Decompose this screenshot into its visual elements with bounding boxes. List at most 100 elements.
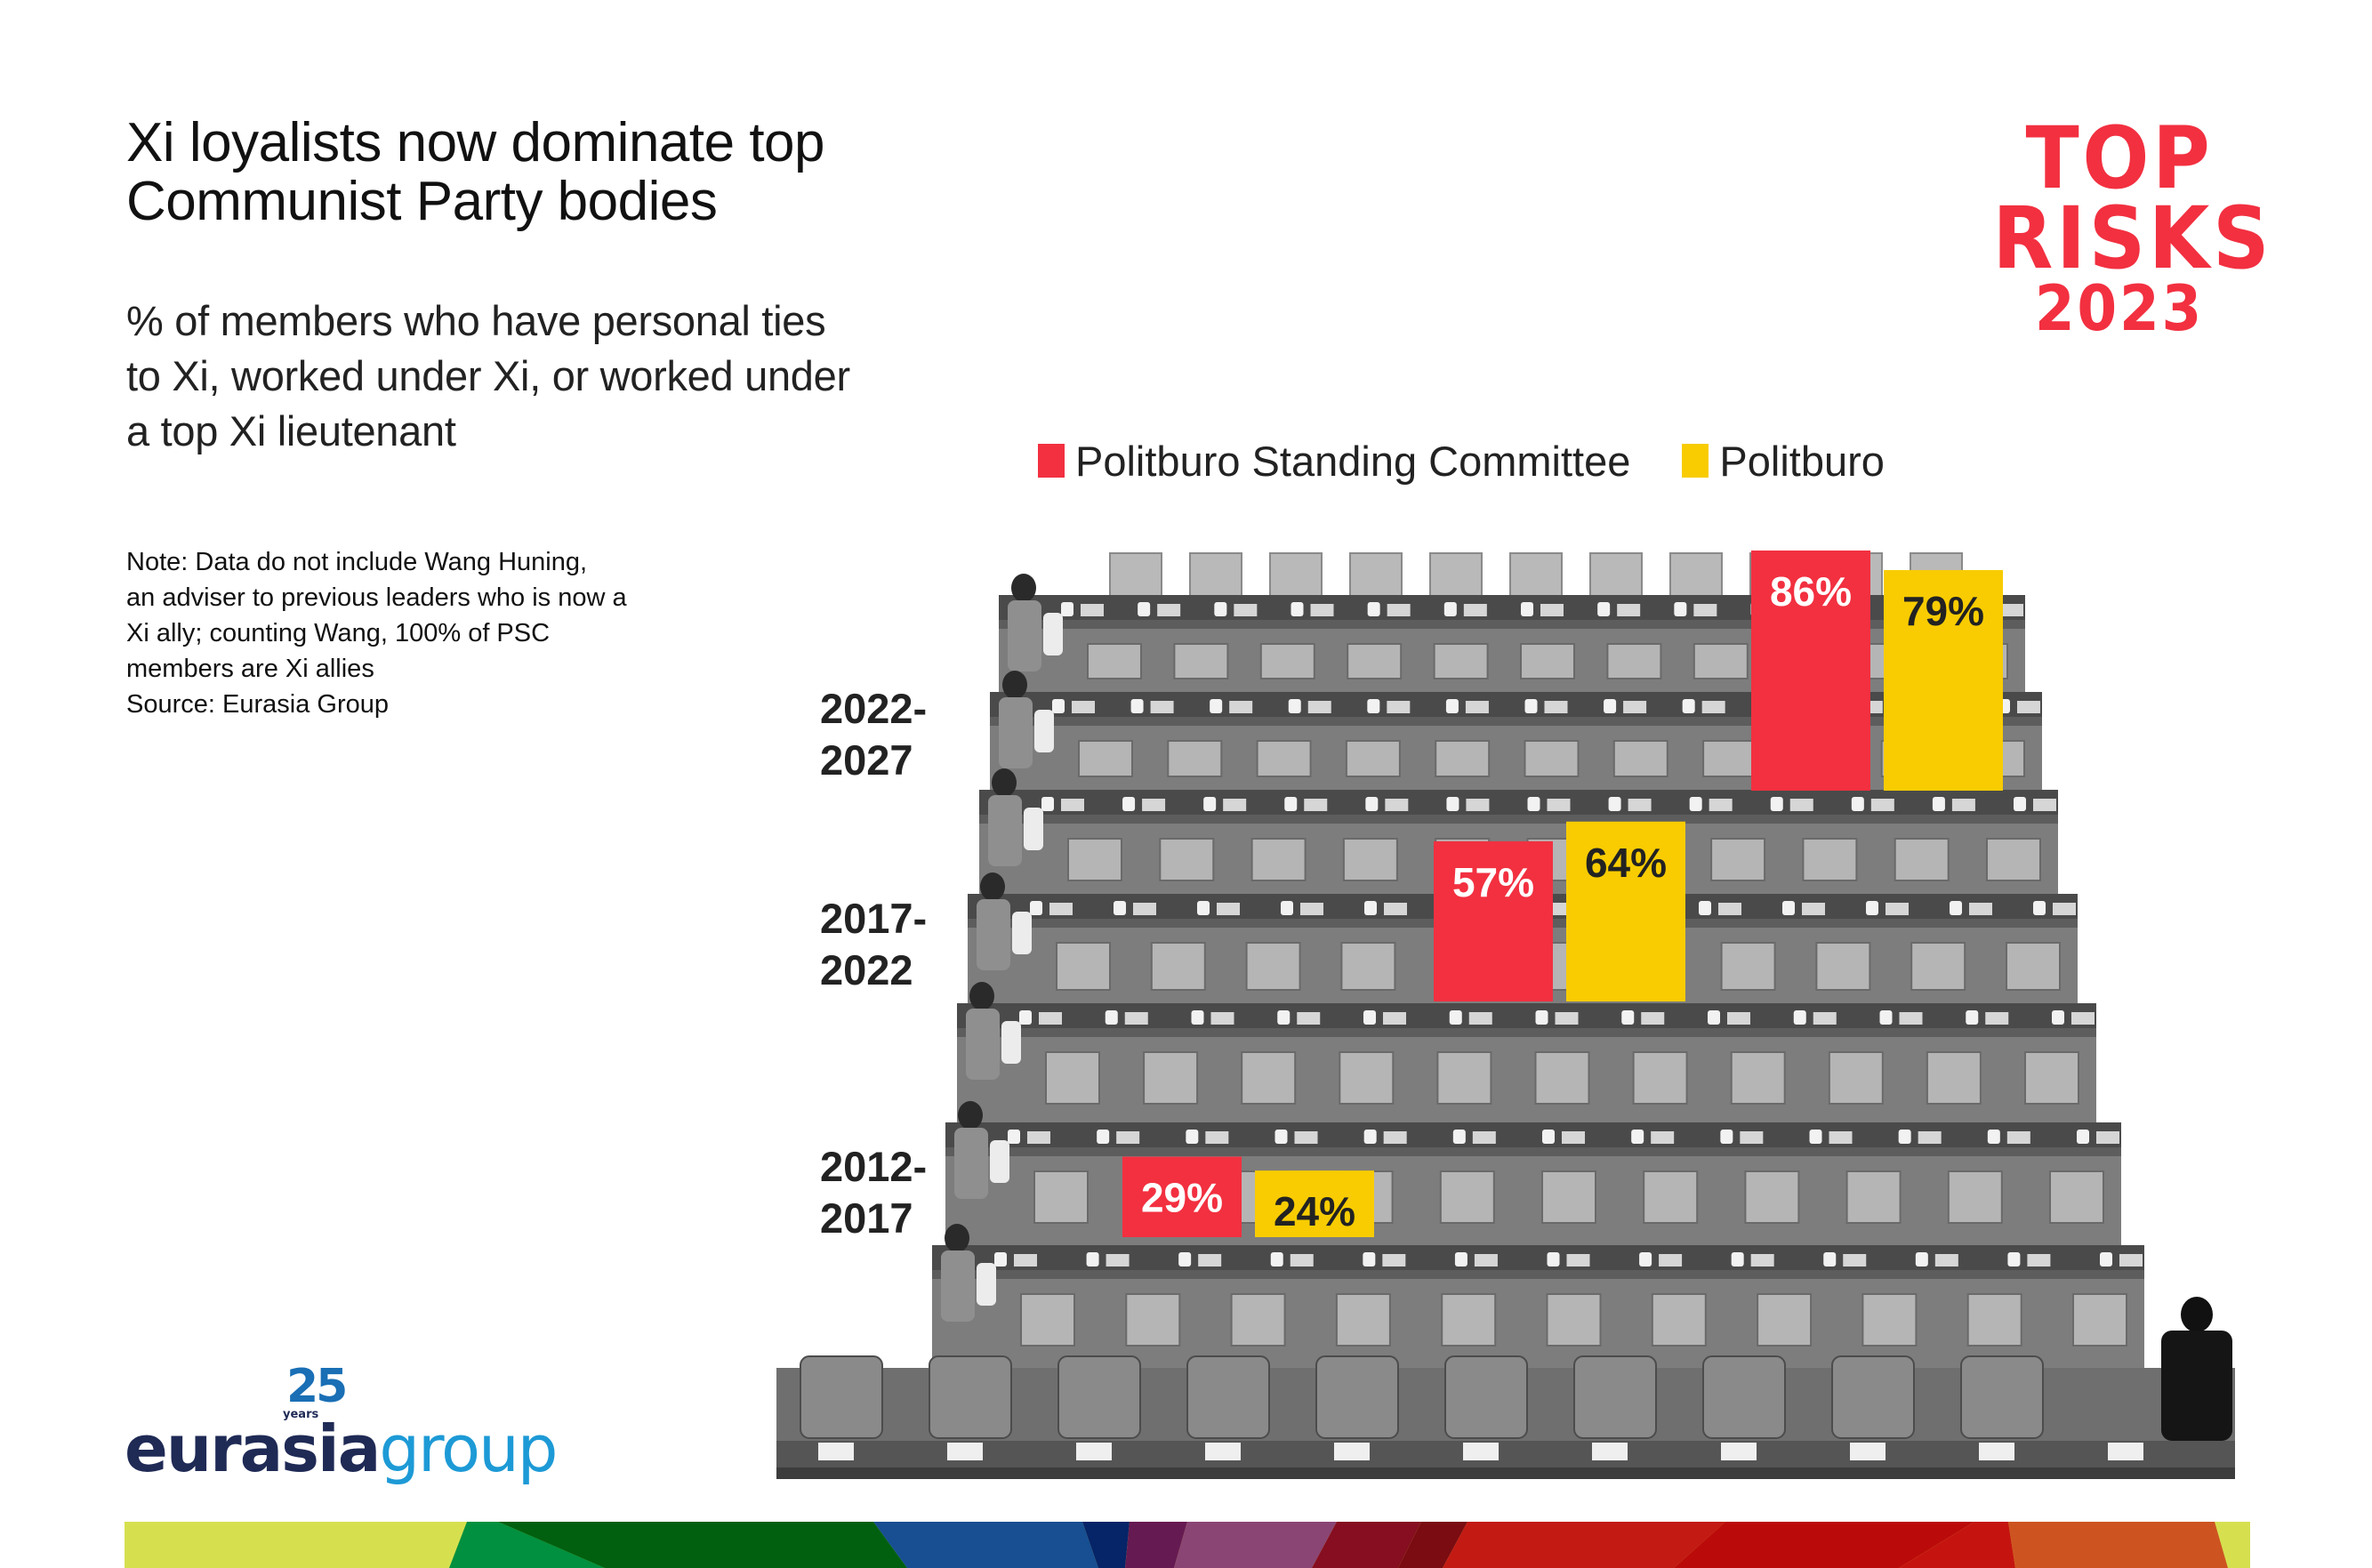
teacup xyxy=(1041,797,1054,811)
paper-sheet xyxy=(1850,1443,1886,1460)
attendant-figure-body xyxy=(999,697,1033,768)
auditorium-chair xyxy=(1589,552,1643,597)
auditorium-chair xyxy=(1966,1293,2022,1347)
name-card xyxy=(1789,799,1813,811)
name-card xyxy=(1985,1012,2009,1025)
name-card xyxy=(1617,604,1641,616)
auditorium-chair xyxy=(1757,1293,1813,1347)
auditorium-chair xyxy=(1143,1051,1199,1105)
subtitle-line: to Xi, worked under Xi, or worked under xyxy=(126,352,850,399)
name-card xyxy=(1387,604,1411,616)
name-card xyxy=(1142,799,1166,811)
auditorium-chair xyxy=(1910,942,1966,991)
paper-sheet xyxy=(1979,1443,2014,1460)
teacup xyxy=(1851,797,1864,811)
name-card xyxy=(1116,1131,1140,1144)
teacup xyxy=(1932,797,1945,811)
name-card xyxy=(2006,1131,2030,1144)
auditorium-chair xyxy=(1643,1170,1699,1224)
name-card xyxy=(1472,1131,1496,1144)
note-line: members are Xi allies xyxy=(126,655,374,683)
auditorium-chair xyxy=(1087,643,1142,679)
auditorium-chair xyxy=(1541,1170,1596,1224)
teacup xyxy=(1621,1010,1635,1025)
teacup xyxy=(1008,1130,1020,1144)
name-card xyxy=(1157,604,1181,616)
auditorium-chair xyxy=(1269,552,1323,597)
auditorium-chair xyxy=(1349,552,1403,597)
name-card xyxy=(2119,1254,2143,1266)
teacup xyxy=(1782,901,1795,915)
name-card xyxy=(1886,903,1909,915)
data-label-politburo-2022-2027: 79% xyxy=(1902,588,1984,634)
name-card xyxy=(1384,903,1407,915)
auditorium-chair xyxy=(1020,1293,1075,1347)
category-label-line: 2022 xyxy=(820,946,913,993)
attendant-figure-body xyxy=(1008,600,1041,671)
name-card xyxy=(1727,1012,1750,1025)
teacup xyxy=(1631,1130,1644,1144)
thermos-flask xyxy=(990,1140,1009,1183)
auditorium-chair xyxy=(1612,740,1668,777)
teacup xyxy=(1284,797,1298,811)
auditorium-chair xyxy=(1241,1051,1297,1105)
name-card xyxy=(1310,604,1334,616)
auditorium-desk-lip xyxy=(999,620,2025,629)
auditorium-chair xyxy=(1520,643,1575,679)
bar-politburo-2022-2027 xyxy=(1884,569,2003,791)
auditorium-chair xyxy=(1256,740,1312,777)
teacup xyxy=(1604,699,1617,713)
name-card xyxy=(1547,799,1571,811)
teacup xyxy=(1178,1252,1192,1266)
name-card xyxy=(1210,1012,1234,1025)
attendant-figure-body xyxy=(954,1128,988,1199)
attendant-figure-head xyxy=(980,872,1005,901)
teacup xyxy=(1197,901,1210,915)
teacup xyxy=(1521,602,1533,616)
teacup xyxy=(1689,797,1702,811)
auditorium-chair xyxy=(1546,1293,1602,1347)
teacup xyxy=(1030,901,1042,915)
auditorium-chair xyxy=(1693,643,1749,679)
auditorium-chair xyxy=(1802,838,1858,881)
strip-segment xyxy=(1125,1522,1187,1568)
attendant-figure-head xyxy=(1002,671,1027,699)
auditorium-chair xyxy=(1828,1051,1884,1105)
attendant-figure-body xyxy=(988,795,1022,866)
teacup xyxy=(1809,1130,1822,1144)
auditorium-chair xyxy=(1339,1051,1395,1105)
auditorium-chair xyxy=(1347,643,1403,679)
strip-segment xyxy=(1674,1522,1974,1568)
bar-psc-2017-2022 xyxy=(1434,840,1553,1001)
teacup xyxy=(1138,602,1151,616)
auditorium-chair xyxy=(1861,1293,1918,1347)
auditorium-chair xyxy=(1259,643,1315,679)
category-label-2012-2017: 2012- 2017 xyxy=(820,1141,927,1244)
teacup xyxy=(1527,797,1540,811)
auditorium-chair xyxy=(1340,942,1396,991)
name-card xyxy=(1234,604,1258,616)
teacup xyxy=(1915,1252,1928,1266)
name-card xyxy=(1555,1012,1579,1025)
note-line: an adviser to previous leaders who is no… xyxy=(126,583,627,612)
front-row-chair xyxy=(800,1355,883,1439)
teacup xyxy=(2033,901,2046,915)
paper-sheet xyxy=(1592,1443,1628,1460)
name-card xyxy=(1300,903,1323,915)
teacup xyxy=(1524,699,1538,713)
teacup xyxy=(1277,1010,1291,1025)
front-row-chair xyxy=(1444,1355,1528,1439)
auditorium-chair xyxy=(1986,838,2041,881)
auditorium-chair xyxy=(1150,942,1206,991)
auditorium-desk-lip xyxy=(979,815,2058,824)
paper-sheet xyxy=(1205,1443,1241,1460)
name-card xyxy=(1061,799,1084,811)
teacup xyxy=(1105,1010,1118,1025)
name-card xyxy=(1813,1012,1837,1025)
auditorium-chair xyxy=(1335,1293,1391,1347)
bar-psc-2022-2027 xyxy=(1751,550,1870,791)
teacup xyxy=(1367,602,1380,616)
teacup xyxy=(1454,1252,1467,1266)
teacup xyxy=(1443,602,1457,616)
auditorium-chair xyxy=(1509,552,1563,597)
